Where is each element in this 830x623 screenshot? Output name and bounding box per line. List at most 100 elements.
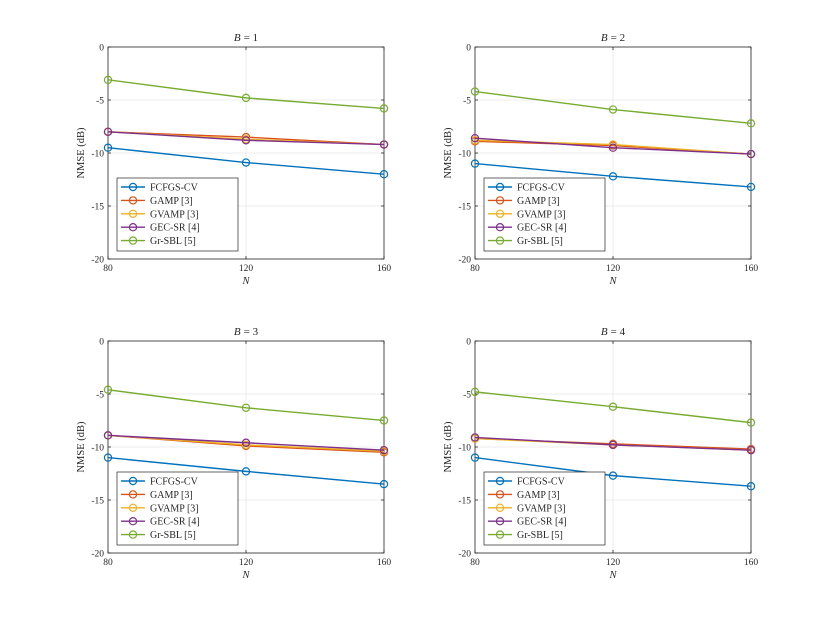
data-point — [470, 453, 480, 462]
chart-panel-2: 80 120 160 -20 -15 -10 -5 0 B = 2 N NMSE (dB) FCFGS-… — [443, 32, 758, 287]
legend-label: GEC-SR [4] — [517, 517, 567, 528]
data-point — [241, 438, 251, 447]
legend-item: GVAMP [3] — [488, 503, 566, 514]
y-tick-label: 0 — [99, 44, 104, 54]
data-point — [608, 172, 618, 181]
y-tick-label: -20 — [458, 550, 471, 560]
x-tick-label: 160 — [377, 558, 392, 568]
legend-label: GEC-SR [4] — [517, 223, 567, 234]
data-point — [103, 143, 113, 152]
data-point — [746, 119, 756, 128]
series-fcfgs-cv — [470, 453, 756, 491]
legend-label: Gr-SBL [5] — [150, 530, 196, 541]
legend-swatch-marker — [128, 476, 138, 486]
legend-swatch-marker — [495, 182, 505, 192]
data-point — [608, 143, 618, 152]
y-tick-label: -10 — [458, 150, 471, 160]
x-tick-label: 120 — [239, 264, 254, 274]
series-fcfgs-cv — [103, 453, 389, 489]
legend-swatch-marker — [128, 517, 138, 526]
legend-swatch-marker — [495, 222, 505, 232]
legend: FCFGS-CV GAMP [3] GVAMP [3] GEC-SR [4] Gr-SB… — [116, 177, 239, 252]
x-axis-label: N — [608, 276, 617, 287]
legend-item: GAMP [3] — [121, 196, 193, 207]
chart-title: B = 3 — [234, 326, 259, 338]
y-axis-label: NMSE (dB) — [76, 127, 87, 179]
series-line — [474, 391, 752, 424]
data-point — [608, 471, 618, 480]
chart-title: B = 1 — [234, 32, 258, 44]
legend-label: Gr-SBL [5] — [517, 236, 563, 247]
legend-item: GVAMP [3] — [121, 503, 199, 514]
legend-swatch-marker — [128, 490, 138, 499]
legend: FCFGS-CV GAMP [3] GVAMP [3] GEC-SR [4] Gr-SB… — [116, 471, 239, 546]
legend: FCFGS-CV GAMP [3] GVAMP [3] GEC-SR [4] Gr-SB… — [483, 471, 606, 546]
legend-swatch-marker — [495, 503, 505, 512]
chart-panel-4: 80 120 160 -20 -15 -10 -5 0 B = 4 N NMSE (dB) FCFGS-… — [443, 326, 758, 581]
legend-swatch-marker — [128, 236, 138, 245]
data-point — [103, 431, 113, 440]
legend-item: GEC-SR [4] — [488, 517, 567, 528]
chart-title: B = 4 — [601, 326, 626, 338]
legend-swatch-marker — [495, 490, 505, 499]
series-line — [474, 137, 752, 155]
series-line — [474, 456, 752, 487]
legend-label: GAMP [3] — [150, 196, 193, 207]
legend-item: FCFGS-CV — [121, 477, 199, 488]
legend-swatch-marker — [495, 196, 505, 205]
legend-swatch-marker — [128, 182, 138, 192]
y-tick-label: -15 — [458, 203, 471, 213]
chart-panel-1: 80 120 160 -20 -15 -10 -5 0 B = 1 N NMSE (dB) FCFGS-… — [76, 32, 391, 287]
data-point — [241, 467, 251, 476]
data-point — [379, 445, 389, 455]
legend-swatch-marker — [128, 209, 138, 218]
data-point — [470, 433, 480, 442]
data-point — [379, 104, 389, 113]
series-line — [474, 436, 752, 451]
series-line — [107, 434, 385, 451]
y-tick-label: 0 — [99, 338, 104, 348]
y-tick-label: -10 — [91, 150, 104, 160]
legend-swatch-marker — [495, 476, 505, 486]
legend-item: Gr-SBL [5] — [488, 236, 563, 247]
x-tick-label: 120 — [606, 558, 621, 568]
series-line — [107, 434, 385, 452]
legend-item: Gr-SBL [5] — [121, 236, 196, 247]
legend-item: FCFGS-CV — [488, 477, 566, 488]
legend-label: GVAMP [3] — [150, 503, 199, 514]
y-tick-label: -5 — [96, 97, 104, 107]
data-point — [608, 402, 618, 411]
series-line — [107, 389, 385, 422]
series-line — [107, 456, 385, 485]
series-line — [474, 90, 752, 125]
y-tick-label: -5 — [463, 391, 471, 401]
data-point — [379, 479, 389, 489]
data-point — [103, 385, 113, 394]
chart-title-value: = 3 — [244, 326, 259, 338]
legend-label: Gr-SBL [5] — [150, 236, 196, 247]
legend-swatch-marker — [128, 196, 138, 205]
series-fcfgs-cv — [470, 159, 756, 192]
legend-item: GAMP [3] — [488, 196, 560, 207]
data-point — [103, 453, 113, 462]
data-point — [103, 127, 113, 136]
y-tick-label: 0 — [466, 44, 471, 54]
series-line — [107, 131, 385, 146]
y-axis-label: NMSE (dB) — [443, 421, 454, 473]
legend-label: FCFGS-CV — [517, 183, 566, 194]
legend-item: FCFGS-CV — [121, 183, 199, 194]
y-tick-label: -15 — [91, 203, 104, 213]
chart-title-variable: B — [601, 32, 608, 44]
x-tick-label: 80 — [103, 264, 113, 274]
x-tick-label: 120 — [606, 264, 621, 274]
series-fcfgs-cv — [103, 143, 389, 179]
chart-title-variable: B — [234, 326, 241, 338]
series-line — [107, 79, 385, 110]
legend-swatch-marker — [128, 530, 138, 539]
series-line — [107, 147, 385, 175]
data-point — [608, 440, 618, 450]
y-tick-label: -5 — [463, 97, 471, 107]
legend-swatch-marker — [495, 530, 505, 539]
data-point — [470, 87, 480, 96]
legend-label: GAMP [3] — [517, 490, 560, 501]
